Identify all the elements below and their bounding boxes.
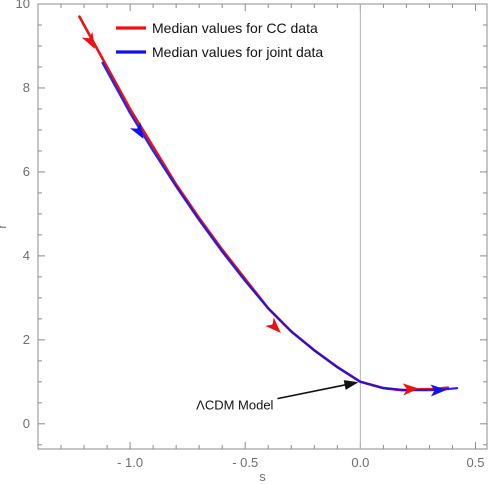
y-tick-label: 0 xyxy=(23,416,30,431)
series-line-cc-data xyxy=(78,15,450,392)
series-line-joint-data xyxy=(101,61,459,392)
direction-arrows xyxy=(81,31,447,397)
y-axis-label: r xyxy=(0,224,9,229)
y-tick-label: 10 xyxy=(16,0,30,11)
direction-arrow-joint-data xyxy=(130,122,144,139)
x-tick-label: 0.0 xyxy=(351,455,369,470)
legend-entry-label: Median values for CC data xyxy=(152,20,318,36)
annotation-arrow-line xyxy=(277,383,349,400)
y-tick-label: 8 xyxy=(23,80,30,95)
plot-border xyxy=(37,3,488,450)
x-tick-label: - 1.0 xyxy=(117,455,143,470)
legend-entry-label: Median values for joint data xyxy=(152,44,323,60)
annotation-label: ΛCDM Model xyxy=(196,398,273,413)
direction-arrow-joint-data xyxy=(430,384,447,397)
axis-ticks: - 1.0 - 0.5 0.0 0.5 0 2 4 6 8 10 xyxy=(16,0,487,470)
legend: Median values for CC data Median values f… xyxy=(116,20,323,60)
y-tick-label: 2 xyxy=(23,332,30,347)
x-axis-label: s xyxy=(259,469,266,484)
direction-arrow-cc-data xyxy=(81,31,95,49)
direction-arrow-cc-data xyxy=(265,317,281,333)
x-tick-label: 0.5 xyxy=(466,455,484,470)
series-curves xyxy=(78,15,459,392)
annotations: ΛCDM Model xyxy=(196,380,359,413)
direction-arrow-cc-data xyxy=(402,383,419,396)
annotation-arrowhead xyxy=(343,380,359,390)
plot-frame xyxy=(37,3,488,450)
y-tick-label: 4 xyxy=(23,248,30,263)
x-tick-label: - 0.5 xyxy=(232,455,258,470)
y-tick-label: 6 xyxy=(23,164,30,179)
